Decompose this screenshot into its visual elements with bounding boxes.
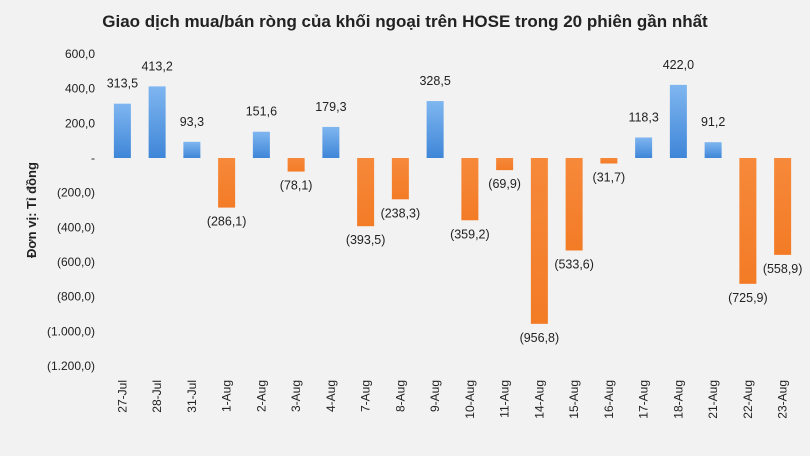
bar-28-Jul <box>148 86 166 158</box>
x-tick-label: 23-Aug <box>776 380 790 419</box>
y-tick-label: - <box>91 151 95 165</box>
y-tick-label: 200,0 <box>65 116 95 130</box>
y-tick-label: 600,0 <box>65 47 95 61</box>
chart-title: Giao dịch mua/bán ròng của khối ngoại tr… <box>102 12 708 31</box>
data-label: 422,0 <box>663 58 694 72</box>
x-tick-label: 1-Aug <box>220 380 234 412</box>
data-label: 328,5 <box>419 74 450 88</box>
data-label: 118,3 <box>628 110 658 124</box>
data-label: 151,6 <box>246 105 277 119</box>
x-tick-label: 16-Aug <box>602 380 616 419</box>
data-label: (393,5) <box>346 233 386 247</box>
bar-31-Jul <box>183 141 201 158</box>
data-label: 413,2 <box>141 59 172 73</box>
bar-17-Aug <box>635 137 653 158</box>
bar-15-Aug <box>565 158 583 251</box>
data-label: (286,1) <box>207 215 247 229</box>
bar-3-Aug <box>287 158 305 172</box>
y-tick-label: (800,0) <box>57 290 95 304</box>
x-tick-label: 8-Aug <box>393 380 407 412</box>
bar-22-Aug <box>739 158 757 284</box>
bar-21-Aug <box>704 142 722 158</box>
x-tick-label: 27-Jul <box>115 380 129 413</box>
data-label: 179,3 <box>315 100 346 114</box>
bar-8-Aug <box>391 158 409 200</box>
x-tick-label: 10-Aug <box>463 380 477 419</box>
x-tick-label: 18-Aug <box>671 380 685 419</box>
data-label: (725,9) <box>728 291 768 305</box>
bar-10-Aug <box>461 158 479 221</box>
data-label: (956,8) <box>520 331 560 345</box>
bar-4-Aug <box>322 126 340 158</box>
bar-14-Aug <box>530 158 548 324</box>
x-tick-label: 31-Jul <box>185 380 199 413</box>
x-tick-label: 21-Aug <box>706 380 720 419</box>
bar-23-Aug <box>774 158 792 255</box>
x-tick-label: 14-Aug <box>532 380 546 419</box>
data-label: (238,3) <box>381 206 421 220</box>
data-label: 91,2 <box>701 115 725 129</box>
y-tick-label: (200,0) <box>57 186 95 200</box>
bar-2-Aug <box>252 131 270 158</box>
bar-11-Aug <box>496 158 514 171</box>
data-label: (78,1) <box>280 179 313 193</box>
x-tick-label: 11-Aug <box>498 380 512 418</box>
y-tick-label: (1.200,0) <box>47 359 95 373</box>
y-tick-label: (600,0) <box>57 255 95 269</box>
y-tick-label: (400,0) <box>57 220 95 234</box>
data-label: (69,9) <box>488 177 521 191</box>
bar-9-Aug <box>426 101 444 158</box>
data-label: (533,6) <box>554 257 594 271</box>
x-tick-label: 22-Aug <box>741 380 755 419</box>
x-tick-label: 7-Aug <box>359 380 373 412</box>
data-label: (31,7) <box>593 170 626 184</box>
bar-7-Aug <box>357 158 375 227</box>
x-tick-label: 2-Aug <box>254 380 268 412</box>
x-tick-label: 15-Aug <box>567 380 581 419</box>
x-tick-label: 17-Aug <box>637 380 651 419</box>
x-tick-label: 28-Jul <box>150 380 164 413</box>
x-tick-label: 4-Aug <box>324 380 338 412</box>
y-axis-label: Đơn vị: Tỉ đồng <box>24 162 39 258</box>
x-tick-label: 3-Aug <box>289 380 303 412</box>
data-label: (359,2) <box>450 227 490 241</box>
bar-16-Aug <box>600 158 618 164</box>
data-label: (558,9) <box>763 262 803 276</box>
data-label: 313,5 <box>107 77 138 91</box>
y-tick-label: 400,0 <box>65 82 95 96</box>
bar-1-Aug <box>218 158 236 208</box>
bar-27-Jul <box>113 103 131 158</box>
x-tick-label: 9-Aug <box>428 380 442 412</box>
y-tick-label: (1.000,0) <box>47 324 95 338</box>
data-label: 93,3 <box>180 115 204 129</box>
bar-18-Aug <box>669 84 687 158</box>
